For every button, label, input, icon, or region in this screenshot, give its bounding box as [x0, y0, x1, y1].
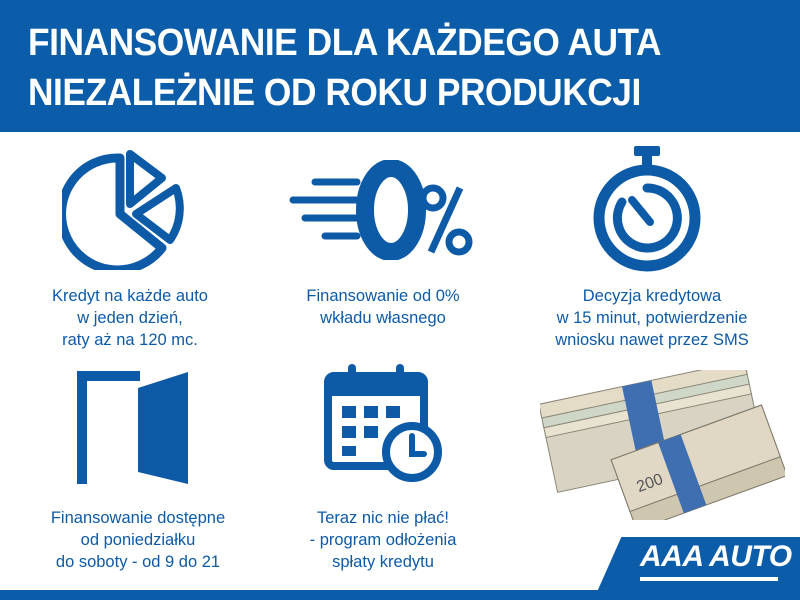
feature-caption-credit: Kredyt na każde auto w jeden dzień, raty… [0, 285, 260, 351]
caption-line: - program odłożenia [309, 531, 457, 549]
calendar-clock-icon [324, 364, 442, 482]
caption-line: do soboty - od 9 do 21 [55, 553, 221, 571]
zero-percent-icon [289, 160, 473, 260]
logo-underline [640, 577, 778, 581]
header-banner: FINANSOWANIE DLA KAŻDEGO AUTA NIEZALEŻNI… [0, 0, 800, 132]
pie-chart-icon [62, 150, 184, 270]
aaa-auto-logo: AAA AUTO [640, 540, 792, 573]
open-door-icon [77, 371, 188, 484]
stopwatch-icon [593, 146, 701, 272]
headline-line-1: FINANSOWANIE DLA KAŻDEGO AUTA [28, 22, 662, 64]
caption-line: wniosku nawet przez SMS [555, 331, 749, 349]
feature-caption-deferral: Teraz nic nie płać! - program odłożenia … [253, 507, 513, 573]
caption-line: Finansowanie dostępne [50, 509, 226, 527]
caption-line: spłaty kredytu [332, 553, 434, 571]
caption-line: Decyzja kredytowa [582, 287, 722, 305]
caption-line: raty aż na 120 mc. [62, 331, 198, 349]
feature-caption-zero-percent: Finansowanie od 0% wkładu własnego [253, 285, 513, 329]
caption-line: Finansowanie od 0% [306, 287, 460, 305]
feature-caption-hours: Finansowanie dostępne od poniedziałku do… [8, 507, 268, 573]
caption-line: od poniedziałku [80, 531, 196, 549]
caption-line: Kredyt na każde auto [52, 287, 208, 305]
logo-background [597, 537, 800, 592]
caption-line: wkładu własnego [320, 309, 446, 327]
caption-line: w jeden dzień, [77, 309, 183, 327]
caption-line: w 15 minut, potwierdzenie [556, 309, 748, 327]
headline-line-2: NIEZALEŻNIE OD ROKU PRODUKCJI [28, 72, 641, 114]
banknote-stack-icon: 200 [540, 370, 785, 520]
bottom-bar [0, 590, 800, 600]
caption-line: Teraz nic nie płać! [316, 509, 450, 527]
feature-caption-decision: Decyzja kredytowa w 15 minut, potwierdze… [522, 285, 782, 351]
